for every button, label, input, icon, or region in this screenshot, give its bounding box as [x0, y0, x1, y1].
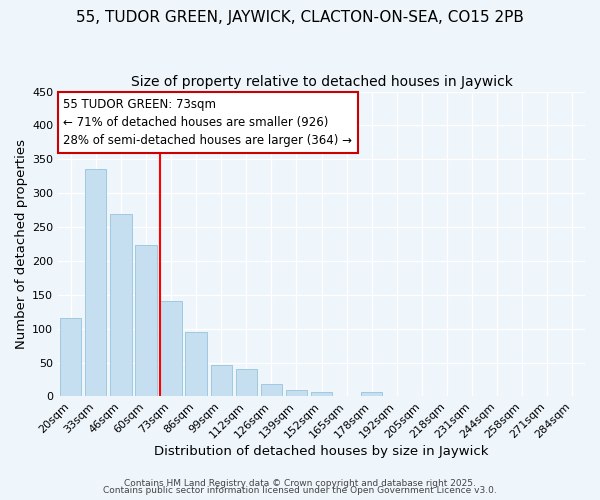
Bar	[110, 214, 131, 396]
Title: Size of property relative to detached houses in Jaywick: Size of property relative to detached ho…	[131, 75, 512, 89]
Y-axis label: Number of detached properties: Number of detached properties	[15, 139, 28, 349]
Bar	[311, 392, 332, 396]
Bar	[85, 169, 106, 396]
Bar	[286, 390, 307, 396]
X-axis label: Distribution of detached houses by size in Jaywick: Distribution of detached houses by size …	[154, 444, 489, 458]
Text: 55 TUDOR GREEN: 73sqm
← 71% of detached houses are smaller (926)
28% of semi-det: 55 TUDOR GREEN: 73sqm ← 71% of detached …	[64, 98, 352, 146]
Text: Contains HM Land Registry data © Crown copyright and database right 2025.: Contains HM Land Registry data © Crown c…	[124, 478, 476, 488]
Bar	[236, 368, 257, 396]
Bar	[160, 301, 182, 396]
Text: Contains public sector information licensed under the Open Government Licence v3: Contains public sector information licen…	[103, 486, 497, 495]
Bar	[261, 384, 282, 396]
Bar	[185, 332, 207, 396]
Text: 55, TUDOR GREEN, JAYWICK, CLACTON-ON-SEA, CO15 2PB: 55, TUDOR GREEN, JAYWICK, CLACTON-ON-SEA…	[76, 10, 524, 25]
Bar	[211, 366, 232, 396]
Bar	[135, 244, 157, 396]
Bar	[361, 392, 382, 396]
Bar	[60, 318, 82, 396]
